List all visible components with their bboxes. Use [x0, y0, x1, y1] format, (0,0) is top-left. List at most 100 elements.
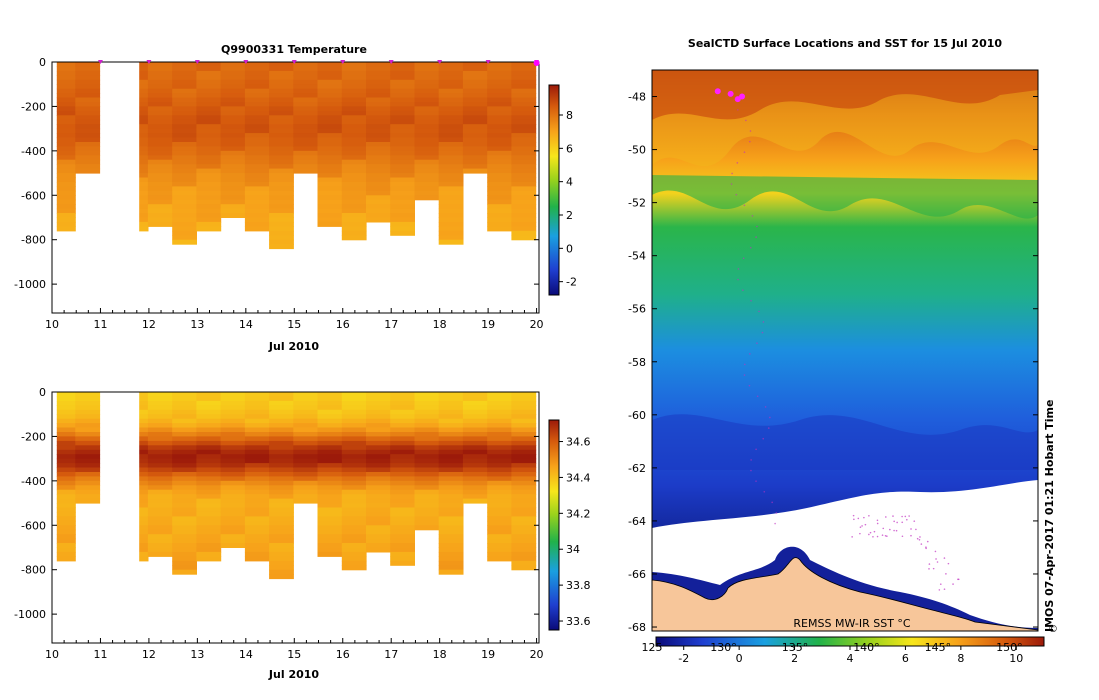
profile-cell	[438, 494, 464, 500]
profile-cell	[196, 75, 222, 81]
profile-cell	[438, 79, 464, 85]
profile-cell	[462, 119, 488, 125]
profile-cell	[317, 115, 343, 121]
profile-cell	[462, 142, 488, 147]
profile-cell	[511, 173, 537, 179]
profile-cell	[366, 217, 391, 223]
profile-cell	[462, 62, 488, 67]
colorbar-tick-label: 34.4	[566, 471, 591, 484]
seal-track-dot	[750, 299, 752, 302]
profile-cell	[269, 574, 294, 580]
profile-cell	[172, 418, 197, 424]
x-tick-label: 19	[481, 318, 495, 331]
profile-cell	[341, 181, 367, 187]
profile-cell	[56, 106, 76, 112]
seal-track-dot	[868, 514, 870, 517]
profile-cell	[317, 547, 343, 553]
profile-cell	[220, 204, 246, 210]
profile-cell	[172, 534, 197, 540]
profile-cell	[511, 115, 537, 121]
profile-cell	[317, 186, 343, 192]
seal-track-dot	[910, 528, 912, 530]
profile-cell	[487, 498, 512, 504]
profile-cell	[511, 137, 537, 143]
profile-cell	[269, 556, 294, 562]
profile-cell	[317, 538, 343, 544]
profile-cell	[147, 204, 173, 210]
profile-cell	[56, 538, 76, 544]
seal-track-dot	[872, 535, 874, 538]
profile-cell	[487, 173, 512, 179]
profile-cell	[147, 409, 173, 415]
seal-track-dot	[896, 521, 898, 524]
profile-cell	[414, 418, 440, 424]
profile-cell	[269, 396, 294, 402]
profile-cell	[244, 498, 270, 504]
profile-cell	[56, 503, 76, 509]
profile-cell	[269, 208, 294, 214]
profile-cell	[438, 181, 464, 187]
lon-tick-label: 145°	[925, 641, 952, 654]
profile-cell	[390, 155, 415, 161]
profile-cell	[438, 230, 464, 236]
profile-cell	[317, 110, 343, 116]
profile-cell	[244, 543, 270, 548]
profile-cell	[341, 119, 367, 125]
profile-cell	[366, 173, 391, 179]
profile-cell	[487, 164, 512, 170]
profile-cell	[293, 454, 319, 460]
profile-cell	[366, 190, 391, 196]
profile-cell	[172, 190, 197, 196]
profile-cell	[172, 217, 197, 223]
profile-cell	[366, 164, 391, 170]
profile-cell	[511, 190, 537, 196]
profile-cell	[172, 436, 197, 442]
seal-track-dot	[761, 331, 764, 334]
profile-cell	[196, 436, 222, 442]
profile-cell	[511, 177, 537, 183]
profile-cell	[172, 124, 197, 130]
profile-cell	[366, 177, 391, 183]
profile-cell	[487, 97, 512, 103]
profile-cell	[487, 110, 512, 116]
profile-cell	[341, 436, 367, 442]
profile-cell	[414, 458, 440, 464]
profile-cell	[487, 128, 512, 134]
profile-cell	[75, 445, 101, 451]
profile-cell	[196, 463, 222, 469]
profile-cell	[511, 62, 537, 67]
profile-cell	[317, 445, 343, 451]
profile-cell	[220, 115, 246, 121]
profile-cell	[220, 124, 246, 130]
profile-cell	[269, 503, 294, 509]
profile-cell	[438, 75, 464, 81]
profile-cell	[56, 418, 76, 424]
profile-cell	[75, 467, 101, 473]
profile-cell	[75, 159, 101, 165]
profile-cell	[147, 485, 173, 491]
profile-cell	[56, 137, 76, 143]
profile-cell	[414, 507, 440, 513]
profile-cell	[366, 511, 391, 517]
profile-cell	[341, 520, 367, 526]
profile-cell	[511, 423, 537, 429]
profile-cell	[438, 516, 464, 522]
profile-cell	[414, 84, 440, 90]
profile-cell	[438, 565, 464, 571]
profile-cell	[147, 467, 173, 473]
profile-cell	[75, 392, 101, 397]
profile-cell	[244, 463, 270, 469]
lat-tick-label: -54	[628, 250, 646, 263]
profile-cell	[75, 423, 101, 429]
profile-cell	[147, 110, 173, 116]
profile-cell	[147, 436, 173, 442]
profile-cell	[414, 463, 440, 469]
profile-cell	[293, 463, 319, 469]
profile-cell	[244, 159, 270, 165]
profile-cell	[462, 93, 488, 99]
profile-cell	[172, 423, 197, 429]
profile-marker	[194, 60, 200, 64]
profile-cell	[220, 507, 246, 513]
profile-cell	[341, 476, 367, 482]
